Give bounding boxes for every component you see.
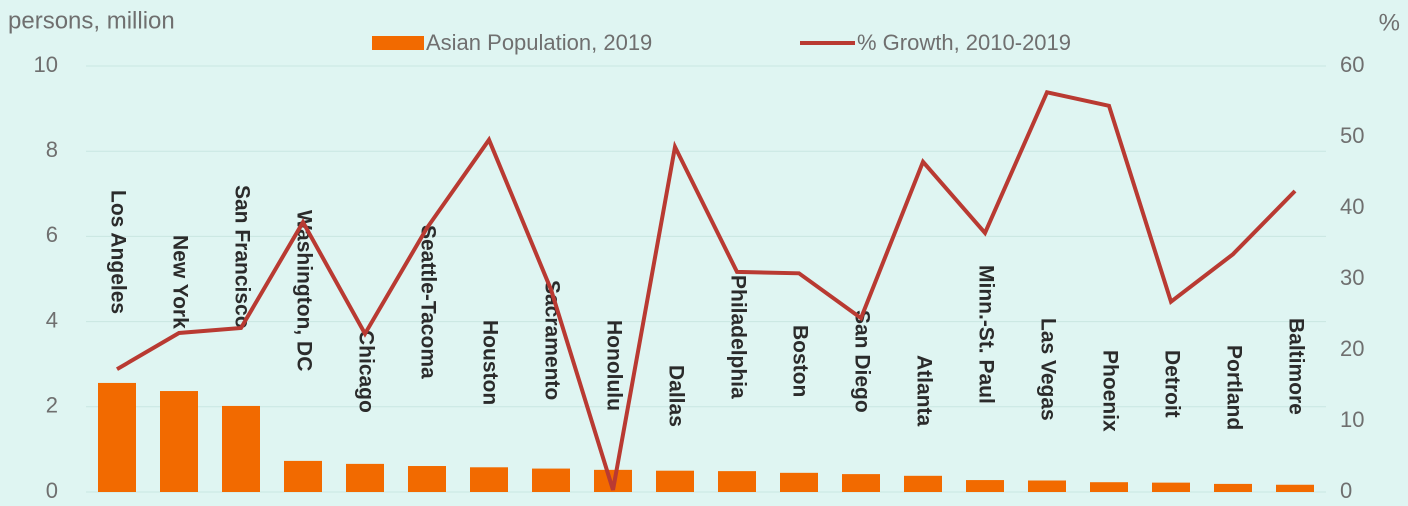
x-tick-label: Boston [788,325,811,397]
x-tick-label: Baltimore [1284,318,1307,415]
x-tick-label: Los Angeles [106,190,129,314]
y2-tick-label: 10 [1340,407,1364,432]
bar [470,467,508,492]
bar [1090,482,1128,492]
bar [780,472,818,492]
y2-tick-label: 0 [1340,478,1352,503]
x-tick-label: Honolulu [602,320,625,411]
legend-swatch [372,36,424,50]
x-tick-label: Portland [1222,345,1245,430]
bar [1214,483,1252,492]
bar [656,470,694,492]
bar [160,391,198,492]
y2-tick-label: 50 [1340,123,1364,148]
y-tick-label: 8 [46,137,58,162]
x-tick-label: Phoenix [1098,350,1121,432]
bar [904,475,942,492]
x-tick-label: Detroit [1160,350,1183,418]
bar [532,468,570,492]
bar [408,466,446,492]
y-tick-label: 10 [34,52,58,77]
legend-label: % Growth, 2010-2019 [857,30,1071,55]
x-tick-label: New York [168,235,191,329]
bar [718,471,756,492]
x-tick-label: Seattle-Tacoma [416,225,439,379]
bar [98,382,136,492]
legend-label: Asian Population, 2019 [426,30,652,55]
y-tick-label: 4 [46,307,58,332]
bar [966,480,1004,492]
bar [284,460,322,492]
x-tick-label: Atlanta [912,355,935,426]
x-tick-label: Washington, DC [292,210,315,371]
x-tick-label: Houston [478,320,501,405]
x-tick-label: San Francisco [230,185,253,329]
x-tick-label: Chicago [354,330,377,413]
x-tick-label: Dallas [664,365,687,427]
bar [346,463,384,492]
bar [1152,482,1190,492]
bar [1028,480,1066,492]
y-tick-label: 2 [46,393,58,418]
x-tick-label: Minn.-St. Paul [974,265,997,404]
y-tick-label: 6 [46,222,58,247]
y2-tick-label: 60 [1340,52,1364,77]
x-tick-label: Las Vegas [1036,318,1059,421]
bar [222,405,260,492]
y2-tick-label: 40 [1340,194,1364,219]
y2-axis-title: % [1379,9,1400,36]
y2-tick-label: 30 [1340,265,1364,290]
y2-tick-label: 20 [1340,336,1364,361]
x-tick-label: San Diego [850,310,873,413]
line [115,89,1297,491]
y-tick-label: 0 [46,478,58,503]
bar [842,474,880,492]
y-axis-title: persons, million [8,7,175,34]
bar [1276,484,1314,492]
x-tick-label: Philadelphia [726,275,749,399]
